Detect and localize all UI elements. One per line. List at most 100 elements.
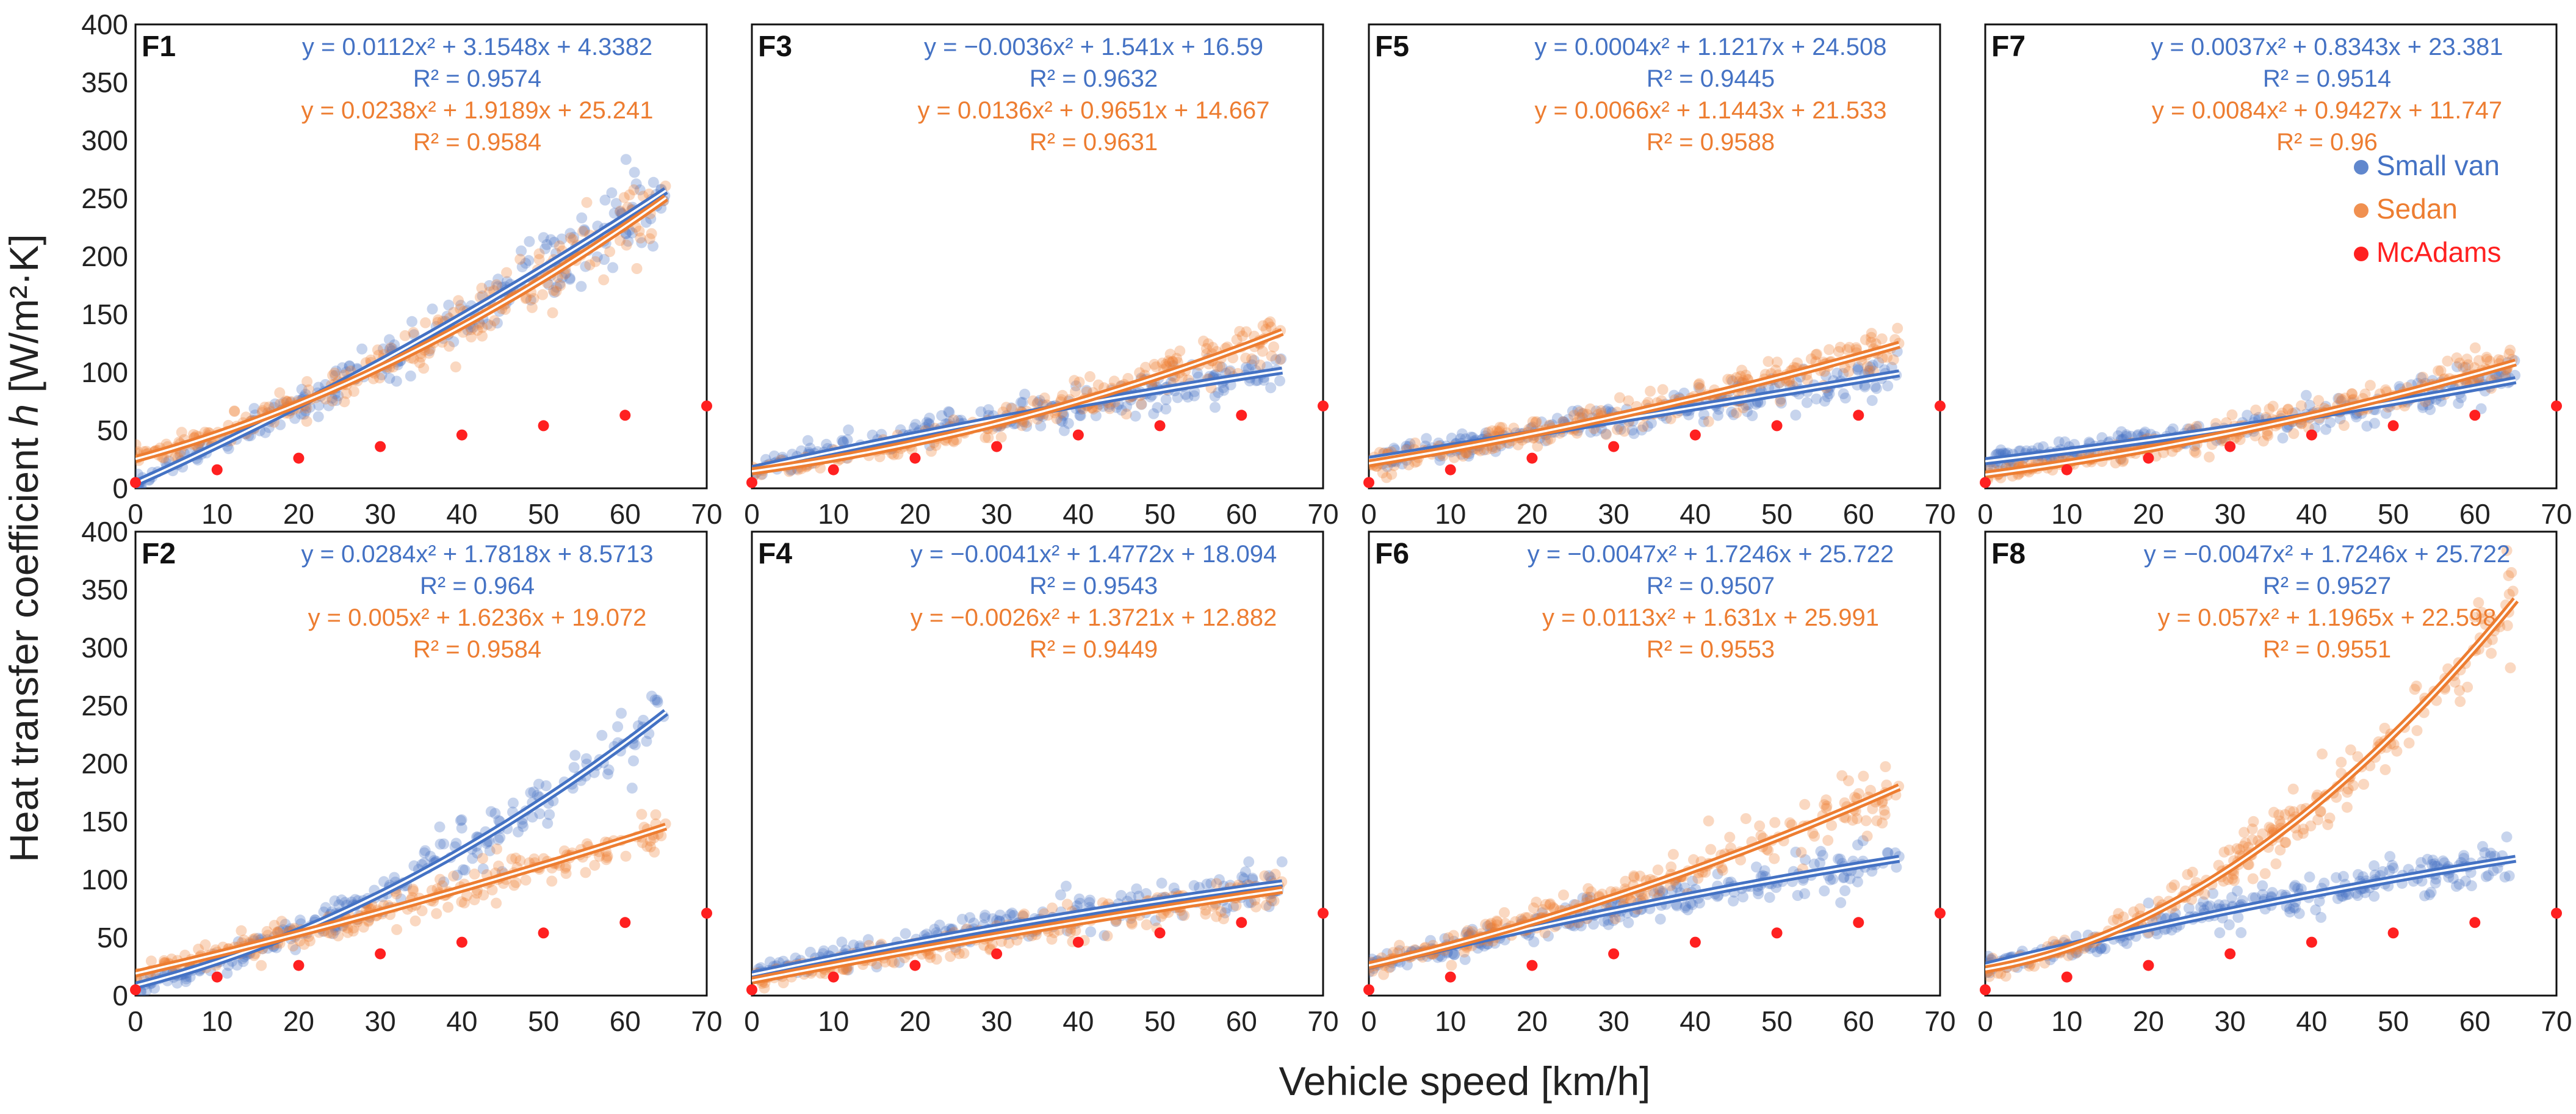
data-point (1425, 935, 1436, 946)
mcadams-point (1072, 429, 1084, 441)
data-point (1657, 888, 1669, 899)
data-point (1006, 403, 1018, 414)
equation-sedan: y = 0.0113x² + 1.631x + 25.991 (1542, 604, 1879, 631)
mcadams-point (456, 429, 467, 441)
data-point (450, 837, 462, 849)
data-point (263, 401, 275, 413)
data-point (295, 408, 307, 420)
data-point (1795, 847, 1807, 858)
data-point (567, 234, 579, 245)
data-point (2304, 399, 2315, 411)
data-point (1603, 919, 1614, 930)
data-point (1111, 402, 1122, 413)
data-point (1695, 383, 1706, 394)
data-point (1152, 402, 1163, 413)
x-tick-label: 30 (365, 498, 396, 530)
data-point (2429, 858, 2441, 870)
y-tick-label: 50 (97, 414, 128, 446)
data-point (1234, 326, 1246, 337)
data-point (2118, 911, 2129, 923)
equation-small-van: y = −0.0047x² + 1.7246x + 25.722 (2144, 541, 2510, 568)
x-tick-label: 10 (818, 1005, 849, 1037)
data-point (1726, 375, 1738, 387)
data-point (1742, 406, 1753, 418)
data-point (2499, 871, 2511, 883)
data-point (2485, 847, 2497, 859)
y-tick-label: 0 (112, 980, 128, 1011)
data-point (2315, 806, 2326, 817)
data-point (1687, 875, 1698, 887)
data-point (1790, 410, 1802, 421)
data-point (591, 251, 603, 262)
equation-sedan: y = 0.0238x² + 1.9189x + 25.241 (301, 97, 653, 124)
data-point (2458, 850, 2470, 861)
data-point (1698, 409, 1709, 421)
data-point (1243, 897, 1255, 908)
legend-label-sedan: Sedan (2376, 193, 2458, 225)
data-point (2488, 865, 2499, 877)
data-point (1824, 388, 1835, 399)
data-point (618, 192, 630, 203)
data-point (1888, 354, 1899, 366)
data-point (1527, 416, 1539, 427)
x-tick-label: 10 (201, 1005, 233, 1037)
data-point (1881, 847, 1893, 858)
data-point (1666, 885, 1678, 896)
data-point (2274, 815, 2286, 826)
data-point (1263, 870, 1274, 881)
data-point (356, 343, 368, 355)
data-point (2342, 783, 2354, 795)
mcadams-point (909, 452, 921, 464)
data-point (1211, 878, 1222, 889)
data-point (628, 184, 640, 195)
data-point (1213, 874, 1225, 886)
x-tick-label: 0 (1977, 1005, 1993, 1037)
plot-area (1985, 544, 2519, 982)
x-tick-label: 70 (691, 1005, 722, 1037)
data-point (948, 436, 959, 447)
x-tick-label: 70 (2541, 498, 2572, 530)
data-point (2439, 857, 2450, 869)
data-point (223, 443, 234, 455)
data-point (923, 418, 934, 429)
mcadams-points (746, 908, 1329, 996)
data-point (1866, 866, 1878, 877)
data-point (378, 343, 389, 355)
data-point (1703, 416, 1714, 427)
data-point (1822, 391, 1833, 402)
data-point (649, 694, 661, 706)
data-point (2257, 880, 2268, 892)
data-point (1160, 403, 1172, 414)
plot-area (135, 690, 671, 996)
data-point (635, 232, 646, 244)
data-point (936, 410, 947, 421)
data-point (2469, 612, 2481, 623)
data-point (1747, 410, 1758, 421)
data-point (1265, 382, 1277, 394)
mcadams-point (2143, 452, 2154, 464)
equation-small-van: y = −0.0047x² + 1.7246x + 25.722 (1528, 541, 1894, 568)
data-point (415, 352, 427, 363)
data-point (599, 254, 610, 265)
data-point (931, 953, 942, 965)
data-point (1171, 353, 1182, 364)
data-point (1063, 418, 1074, 429)
data-point (925, 952, 936, 963)
data-point (1274, 354, 1286, 365)
data-point (1246, 353, 1258, 364)
data-point (1614, 392, 1625, 403)
data-point (2284, 805, 2296, 817)
data-point (1775, 396, 1786, 407)
data-point (452, 869, 463, 881)
data-point (589, 859, 601, 871)
data-point (2325, 417, 2336, 429)
data-point (584, 259, 596, 270)
data-point (631, 263, 643, 274)
data-point (637, 837, 648, 848)
data-point (261, 926, 273, 937)
data-point (1648, 888, 1660, 900)
data-point (1843, 366, 1855, 377)
data-point (476, 283, 488, 294)
data-point (456, 896, 467, 908)
data-point (341, 388, 352, 399)
